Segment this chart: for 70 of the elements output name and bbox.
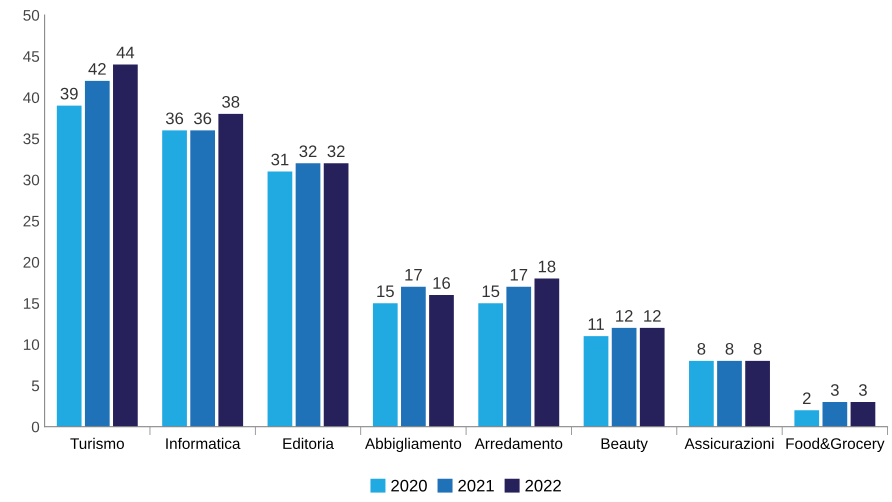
y-tick-label: 45 <box>23 51 40 62</box>
data-label: 17 <box>510 269 528 281</box>
y-tick-label: 20 <box>24 256 40 268</box>
bar <box>717 360 742 427</box>
data-label: 44 <box>116 46 134 58</box>
data-label: 16 <box>433 277 450 289</box>
legend-label: 2021 <box>458 480 494 492</box>
data-label: 11 <box>588 318 604 330</box>
y-tick-label: 5 <box>32 380 40 392</box>
bar <box>162 130 187 427</box>
x-tick-label: Informatica <box>166 438 240 450</box>
bar <box>324 163 348 427</box>
bar <box>745 360 770 427</box>
data-label: 8 <box>754 342 762 355</box>
bar <box>534 278 560 427</box>
bar <box>478 303 504 427</box>
legend-label: 2022 <box>525 480 561 492</box>
bar <box>190 130 216 427</box>
data-label: 32 <box>327 145 345 158</box>
y-tick-label: 10 <box>24 339 40 350</box>
x-tick-label: Editoria <box>283 438 334 450</box>
legend-label: 2020 <box>391 480 427 492</box>
data-label: 42 <box>88 63 106 75</box>
bar <box>506 286 532 427</box>
bar <box>268 171 292 427</box>
bar <box>429 294 454 427</box>
y-tick-label: 0 <box>32 422 40 432</box>
x-tick-label: Assicurazioni <box>684 438 774 450</box>
x-tick-label: Food&Grocery <box>786 438 884 452</box>
y-tick-label: 15 <box>24 298 40 309</box>
x-tick-label: Beauty <box>602 438 648 452</box>
data-label: 31 <box>271 154 288 166</box>
bar <box>401 286 426 427</box>
y-tick-label: 40 <box>23 92 40 104</box>
data-label: 12 <box>644 310 661 322</box>
bar <box>640 328 665 427</box>
y-tick-label: 35 <box>23 133 40 144</box>
x-tick-label: Arredamento <box>474 438 562 450</box>
bar <box>794 410 820 427</box>
bar <box>584 336 608 427</box>
bar <box>113 64 138 427</box>
data-label: 36 <box>166 112 184 124</box>
data-label: 8 <box>726 342 734 355</box>
bar <box>84 80 110 427</box>
bar <box>689 360 714 427</box>
bar <box>56 106 82 427</box>
y-tick-label: 30 <box>23 174 40 186</box>
data-label: 38 <box>222 96 240 108</box>
data-label: 15 <box>482 286 500 298</box>
x-tick-label: Abbigliamento <box>365 438 462 452</box>
data-label: 3 <box>858 384 867 396</box>
data-label: 32 <box>299 145 316 158</box>
bar <box>612 328 636 427</box>
data-label: 8 <box>697 342 706 355</box>
data-label: 3 <box>830 384 839 396</box>
bar <box>822 402 848 427</box>
x-tick-label: Turismo <box>70 438 124 450</box>
data-label: 17 <box>405 269 422 281</box>
y-tick-label: 25 <box>24 216 40 227</box>
bar <box>218 114 244 427</box>
bar <box>372 303 398 427</box>
y-tick-label: 50 <box>23 10 40 21</box>
data-label: 18 <box>538 260 556 272</box>
data-label: 36 <box>194 112 212 124</box>
data-label: 15 <box>377 286 394 298</box>
bar <box>296 163 320 427</box>
data-label: 12 <box>616 310 633 322</box>
bar <box>850 402 876 427</box>
data-label: 39 <box>60 88 78 100</box>
data-label: 2 <box>802 392 811 404</box>
